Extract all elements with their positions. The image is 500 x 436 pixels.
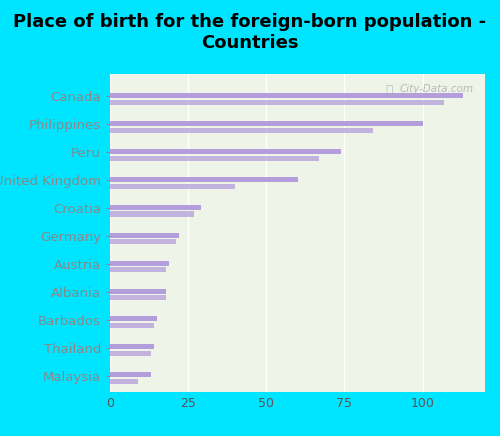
Text: City-Data.com: City-Data.com <box>400 84 474 94</box>
Bar <box>110 93 463 98</box>
Bar <box>110 233 179 238</box>
Bar <box>110 211 194 217</box>
Bar <box>110 372 150 377</box>
Bar <box>110 184 235 189</box>
Bar <box>110 317 157 321</box>
Bar <box>110 156 320 161</box>
Bar <box>110 121 422 126</box>
Bar <box>110 344 154 349</box>
Text: Place of birth for the foreign-born population -
Countries: Place of birth for the foreign-born popu… <box>14 13 486 52</box>
Bar <box>110 323 154 328</box>
Bar <box>110 261 170 266</box>
Bar <box>110 100 444 105</box>
Bar <box>110 149 341 154</box>
Bar <box>110 295 166 300</box>
Bar <box>110 177 298 182</box>
Text: ⓘ: ⓘ <box>386 84 393 97</box>
Bar <box>110 205 200 210</box>
Bar <box>110 128 372 133</box>
Bar <box>110 267 166 272</box>
Bar <box>110 351 150 356</box>
Bar <box>110 379 138 384</box>
Bar <box>110 289 166 293</box>
Bar <box>110 239 176 245</box>
